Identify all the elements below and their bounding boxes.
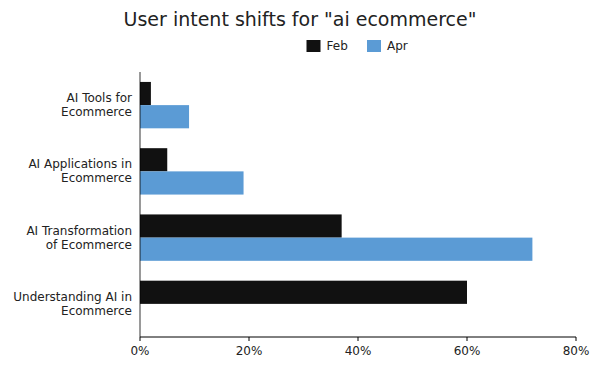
category-label-line: Ecommerce (61, 304, 132, 318)
bar (140, 105, 189, 128)
category-label: AI Tools forEcommerce (61, 91, 132, 119)
x-tick (249, 337, 250, 341)
category-label: AI Applications inEcommerce (28, 157, 132, 185)
legend-swatch (307, 40, 321, 52)
bar (140, 281, 467, 304)
category-label: AI Transformationof Ecommerce (26, 224, 132, 252)
legend-label: Feb (327, 39, 348, 53)
category-label-line: of Ecommerce (46, 238, 132, 252)
x-tick (467, 337, 468, 341)
bar (140, 148, 167, 171)
category-label: Understanding AI inEcommerce (13, 290, 132, 318)
x-tick-label: 80% (563, 344, 590, 358)
x-tick-label: 60% (454, 344, 481, 358)
category-label-line: AI Applications in (28, 157, 132, 171)
bar (140, 238, 532, 261)
background (0, 0, 600, 371)
zero-line (140, 72, 141, 337)
bar (140, 214, 342, 237)
x-tick-label: 40% (345, 344, 372, 358)
bar (140, 171, 244, 194)
category-label-line: AI Tools for (67, 91, 133, 105)
category-label-line: Ecommerce (61, 105, 132, 119)
x-tick-label: 20% (236, 344, 263, 358)
legend-label: Apr (387, 39, 408, 53)
category-label-line: Understanding AI in (13, 290, 132, 304)
title: User intent shifts for "ai ecommerce" (124, 8, 477, 30)
x-tick (576, 337, 577, 341)
category-label-line: AI Transformation (26, 224, 132, 238)
x-tick-label: 0% (130, 344, 149, 358)
bar (140, 82, 151, 105)
legend-swatch (367, 40, 381, 52)
x-tick (140, 337, 141, 341)
bars (140, 82, 532, 304)
legend: Feb Apr (307, 39, 408, 53)
x-tick (358, 337, 359, 341)
chart: User intent shifts for "ai ecommerce" 0% 2… (0, 0, 600, 371)
category-label-line: Ecommerce (61, 171, 132, 185)
